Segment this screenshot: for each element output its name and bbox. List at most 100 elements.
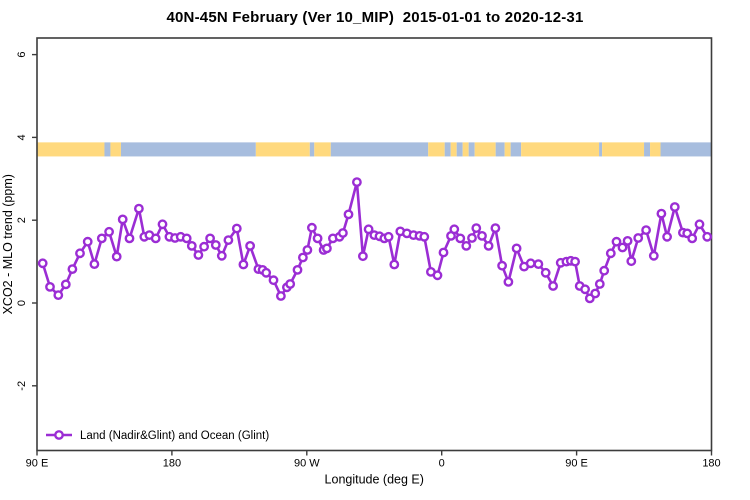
data-point-marker	[60, 279, 71, 290]
data-point-marker	[210, 240, 221, 250]
data-point-marker	[641, 225, 651, 236]
chart-title: 40N-45N February (Ver 10_MIP) 2015-01-01…	[166, 9, 584, 26]
map-band-segment-land	[504, 142, 511, 157]
data-point-marker	[533, 259, 544, 269]
y-tick-label: 4	[16, 134, 28, 140]
x-tick-label: 180	[702, 458, 720, 470]
data-point-marker	[133, 203, 144, 214]
data-point-marker	[117, 214, 128, 225]
data-point-marker	[633, 233, 644, 243]
data-point-marker	[351, 177, 362, 188]
data-point-marker	[111, 251, 122, 262]
data-point-marker	[599, 265, 610, 276]
data-point-marker	[594, 279, 605, 289]
map-band-segment-ocean	[495, 142, 505, 157]
x-tick-label: 180	[163, 458, 181, 470]
data-point-marker	[648, 250, 659, 261]
plot-frame	[36, 37, 713, 452]
data-point-marker	[181, 233, 192, 244]
data-point-marker	[124, 233, 135, 244]
data-point-marker	[477, 230, 487, 241]
map-band-segment-land	[428, 142, 445, 157]
y-tick-label: 0	[16, 300, 28, 306]
data-point-marker	[694, 219, 705, 230]
y-axis-title: XCO2 - MLO trend (ppm)	[1, 174, 15, 314]
data-point-marker	[275, 291, 286, 301]
x-axis-title: Longitude (deg E)	[325, 473, 424, 487]
data-point-marker	[540, 267, 551, 278]
legend-label: Land (Nadir&Glint) and Ocean (Glint)	[80, 430, 269, 442]
data-point-marker	[611, 236, 622, 247]
data-point-marker	[525, 258, 536, 269]
y-tick-label: -2	[16, 381, 28, 391]
map-band-segment-ocean	[660, 142, 712, 157]
data-point-marker	[223, 235, 234, 246]
map-band-segment-land	[314, 142, 331, 157]
data-point-marker	[511, 243, 522, 254]
data-point-marker	[363, 224, 374, 235]
data-point-marker	[490, 223, 501, 234]
data-point-marker	[461, 240, 472, 251]
data-point-marker	[343, 209, 354, 220]
x-tick-label: 90 E	[565, 458, 588, 470]
data-point-marker	[96, 233, 107, 244]
y-tick-label: 6	[16, 52, 28, 58]
x-tick-label: 0	[439, 458, 445, 470]
data-point-marker	[503, 276, 514, 287]
data-point-marker	[383, 231, 394, 242]
data-point-marker	[570, 256, 580, 267]
data-point-marker	[389, 259, 400, 270]
data-point-marker	[292, 264, 303, 275]
data-point-marker	[702, 231, 713, 242]
data-point-marker	[617, 242, 628, 253]
data-point-marker	[193, 250, 204, 260]
y-tick-label: 2	[16, 217, 28, 223]
map-band-segment-land	[110, 142, 121, 157]
data-point-marker	[89, 259, 100, 269]
map-band-segment-ocean	[309, 142, 315, 157]
data-point-marker	[432, 270, 443, 281]
data-point-marker	[245, 240, 256, 251]
data-point-marker	[605, 248, 616, 259]
data-point-marker	[302, 245, 313, 255]
data-point-marker	[306, 222, 317, 233]
map-band-segment-land	[650, 142, 661, 157]
data-point-marker	[297, 252, 308, 263]
data-point-marker	[104, 226, 115, 237]
x-tick-label: 90 W	[294, 458, 320, 470]
data-point-marker	[82, 236, 93, 247]
data-point-marker	[216, 250, 227, 261]
data-point-marker	[483, 240, 494, 251]
map-band-segment-ocean	[104, 142, 111, 157]
data-point-marker	[231, 223, 242, 234]
map-band-segment-land	[255, 142, 310, 157]
map-band-segment-ocean	[456, 142, 463, 157]
map-band-segment-ocean	[120, 142, 256, 157]
data-point-marker	[337, 228, 348, 238]
map-band-segment-ocean	[510, 142, 522, 157]
map-band-segment-ocean	[599, 142, 603, 157]
data-point-marker	[548, 281, 558, 291]
data-point-marker	[67, 264, 78, 274]
data-point-marker	[438, 247, 449, 258]
data-point-marker	[53, 290, 64, 300]
data-point-marker	[205, 233, 216, 244]
data-point-marker	[75, 248, 85, 259]
map-band-segment-ocean	[468, 142, 475, 157]
map-band-segment-ocean	[644, 142, 651, 157]
data-point-marker	[449, 224, 460, 235]
data-point-marker	[261, 267, 272, 278]
map-band-segment-land	[450, 142, 457, 157]
data-point-marker	[268, 275, 279, 286]
data-point-marker	[199, 241, 210, 252]
map-band-segment-land	[462, 142, 469, 157]
data-point-marker	[455, 233, 466, 244]
data-point-marker	[285, 279, 296, 289]
data-point-marker	[321, 243, 332, 254]
data-point-marker	[622, 235, 633, 246]
data-point-marker	[238, 259, 249, 270]
data-point-marker	[312, 233, 323, 244]
data-point-marker	[471, 223, 482, 234]
map-band-segment-land	[521, 142, 600, 157]
